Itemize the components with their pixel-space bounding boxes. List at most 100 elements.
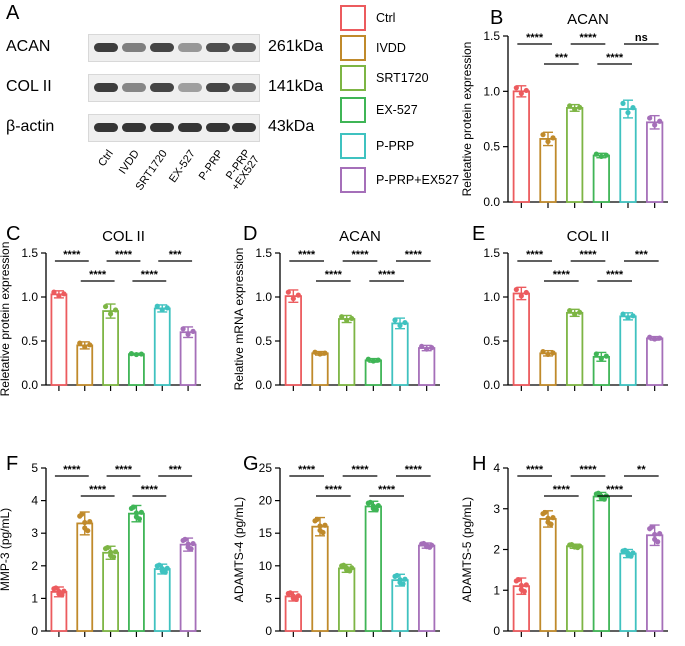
blot-band (122, 43, 146, 52)
significance-label: **** (115, 464, 133, 476)
bar (338, 567, 356, 632)
data-point (370, 503, 376, 509)
legend-label: P-PRP+EX527 (376, 173, 460, 187)
significance-label: *** (169, 249, 183, 261)
panel-letter: C (6, 223, 20, 245)
data-point (550, 135, 556, 141)
data-point (625, 550, 631, 556)
y-tick-label: 0.0 (483, 378, 500, 392)
legend-swatch (340, 133, 366, 159)
data-point (107, 549, 114, 555)
blot-size-acan: 261kDa (268, 38, 324, 55)
y-tick-label: 15 (259, 526, 273, 540)
y-tick-label: 0.0 (483, 195, 500, 209)
data-point (367, 499, 373, 505)
data-point (314, 516, 320, 522)
bar (364, 505, 382, 632)
bar (646, 121, 664, 203)
y-tick-label: 0.0 (255, 378, 272, 392)
data-point (652, 122, 658, 128)
data-point (136, 516, 143, 522)
y-tick-label: 25 (259, 461, 273, 475)
bar (391, 322, 409, 386)
blot-band (150, 43, 174, 52)
data-point (128, 351, 135, 357)
blot-band (206, 43, 230, 52)
legend-label: EX-527 (376, 103, 418, 117)
data-point (647, 334, 653, 340)
data-point (349, 315, 355, 322)
bar (50, 293, 68, 386)
chart-title: ACAN (339, 228, 381, 245)
blot-size-actin: 43kDa (268, 118, 315, 135)
data-point (107, 311, 114, 317)
data-point (550, 515, 556, 521)
data-point (110, 554, 117, 560)
data-point (567, 103, 573, 109)
data-point (79, 511, 85, 517)
legend-item-ex527: EX-527 (340, 96, 418, 124)
data-point (424, 346, 430, 352)
legend-label: P-PRP (376, 139, 415, 153)
data-point (317, 351, 323, 357)
data-point (518, 293, 524, 299)
bar (311, 525, 329, 632)
bar (153, 307, 171, 386)
data-point (133, 510, 140, 516)
bar (153, 568, 171, 632)
data-point (77, 340, 83, 346)
data-point (424, 542, 430, 548)
data-point (657, 531, 663, 537)
data-point (82, 344, 88, 350)
data-point (649, 524, 655, 530)
blot-band (206, 83, 230, 92)
y-tick-label: 1.0 (255, 290, 272, 304)
data-point (567, 307, 573, 314)
significance-label: **** (606, 484, 624, 496)
y-tick-label: 3 (31, 526, 38, 540)
data-point (397, 322, 403, 329)
data-point (545, 351, 551, 357)
y-tick-label: 1 (31, 591, 38, 605)
data-point (518, 90, 524, 97)
y-tick-label: 0.0 (21, 378, 38, 392)
data-point (180, 326, 186, 332)
data-point (182, 536, 188, 542)
data-point (657, 118, 663, 124)
significance-label: **** (526, 249, 544, 261)
significance-label: *** (169, 464, 183, 476)
data-point (317, 523, 323, 529)
data-point (287, 590, 293, 596)
bar (592, 495, 610, 632)
significance-label: **** (606, 269, 624, 281)
y-tick-label: 10 (259, 559, 273, 573)
legend-item-pprp: P-PRP (340, 132, 414, 160)
legend-item-pprp-ex527: P-PRP+EX527 (340, 166, 459, 194)
blot-band (178, 83, 202, 92)
significance-label: **** (325, 484, 343, 496)
data-point (159, 307, 165, 313)
blot-row-label-acan: ACAN (6, 38, 51, 55)
y-tick-label: 1.5 (21, 246, 38, 260)
data-point (162, 569, 168, 575)
panel-letter: B (490, 7, 503, 29)
significance-label: **** (579, 32, 597, 44)
significance-label: **** (141, 269, 159, 281)
blot-band (178, 43, 202, 52)
data-point (572, 311, 578, 317)
bar (539, 518, 557, 632)
significance-label: ** (637, 464, 646, 476)
data-point (521, 588, 527, 594)
data-point (577, 104, 583, 111)
data-point (603, 152, 609, 158)
bar (418, 544, 436, 632)
data-point (419, 343, 425, 349)
data-point (593, 351, 599, 357)
data-point (518, 582, 524, 589)
data-point (513, 286, 519, 293)
chart-title: COL II (102, 228, 145, 245)
data-point (290, 593, 296, 599)
bar (592, 154, 610, 203)
data-point (397, 577, 403, 583)
